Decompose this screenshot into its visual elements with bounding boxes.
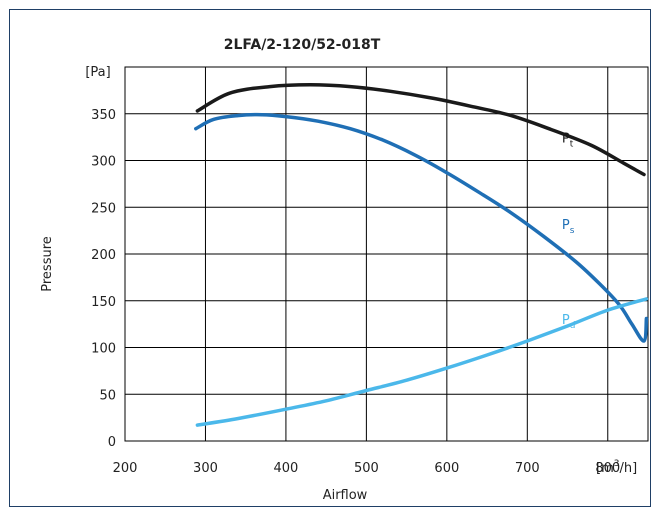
chart-title: 2LFA/2-120/52-018T	[224, 37, 381, 53]
y-tick-label: 200	[91, 248, 116, 263]
x-tick-labels: 200 300 400 500 600 700 800	[113, 461, 621, 476]
series-lines	[194, 83, 649, 427]
y-tick-labels: 0 50 100 150 200 250 300 350	[91, 108, 116, 450]
y-tick-label: 350	[91, 108, 116, 123]
series-line-pt	[195, 83, 646, 177]
x-tick-label: 700	[515, 461, 540, 476]
y-tick-label: 150	[91, 295, 116, 310]
x-tick-label: 300	[193, 461, 218, 476]
x-tick-label: 800	[595, 461, 620, 476]
y-tick-label: 0	[108, 435, 116, 450]
x-tick-label: 400	[274, 461, 299, 476]
series-label-pt: Pt	[562, 132, 574, 150]
series-label-main: P	[562, 218, 570, 233]
x-tick-label: 500	[354, 461, 379, 476]
series-label-main: P	[562, 132, 570, 147]
y-tick-label: 250	[91, 201, 116, 216]
y-tick-label: 300	[91, 155, 116, 170]
series-label-main: P	[562, 313, 570, 328]
x-axis-title: Airflow	[323, 488, 368, 503]
plot-area	[124, 66, 649, 442]
x-unit-sup: 3	[614, 459, 620, 469]
series-line-ps	[194, 112, 649, 343]
x-tick-label: 600	[434, 461, 459, 476]
series-label-sub: d	[570, 321, 576, 331]
y-axis-title: Pressure	[40, 236, 55, 292]
x-tick-label: 200	[113, 461, 138, 476]
series-label-sub: s	[570, 226, 575, 236]
series-label-sub: t	[570, 140, 574, 150]
y-tick-label: 50	[99, 388, 116, 403]
x-unit-tail: /h]	[619, 461, 637, 476]
series-line-pd	[195, 297, 649, 427]
x-unit-label: [m3/h]	[596, 459, 637, 476]
grid	[125, 67, 648, 441]
y-tick-label: 100	[91, 342, 116, 357]
y-unit-label: [Pa]	[85, 65, 110, 80]
chart-frame: 2LFA/2-120/52-018T 0 50 100 150 200 250 300 350…	[9, 9, 651, 507]
pressure-airflow-chart: 2LFA/2-120/52-018T 050100150200250300350…	[40, 37, 649, 503]
x-unit-base: [m	[596, 461, 614, 476]
series-label-pd: Pd	[562, 313, 576, 331]
series-label-ps: Ps	[562, 218, 575, 236]
